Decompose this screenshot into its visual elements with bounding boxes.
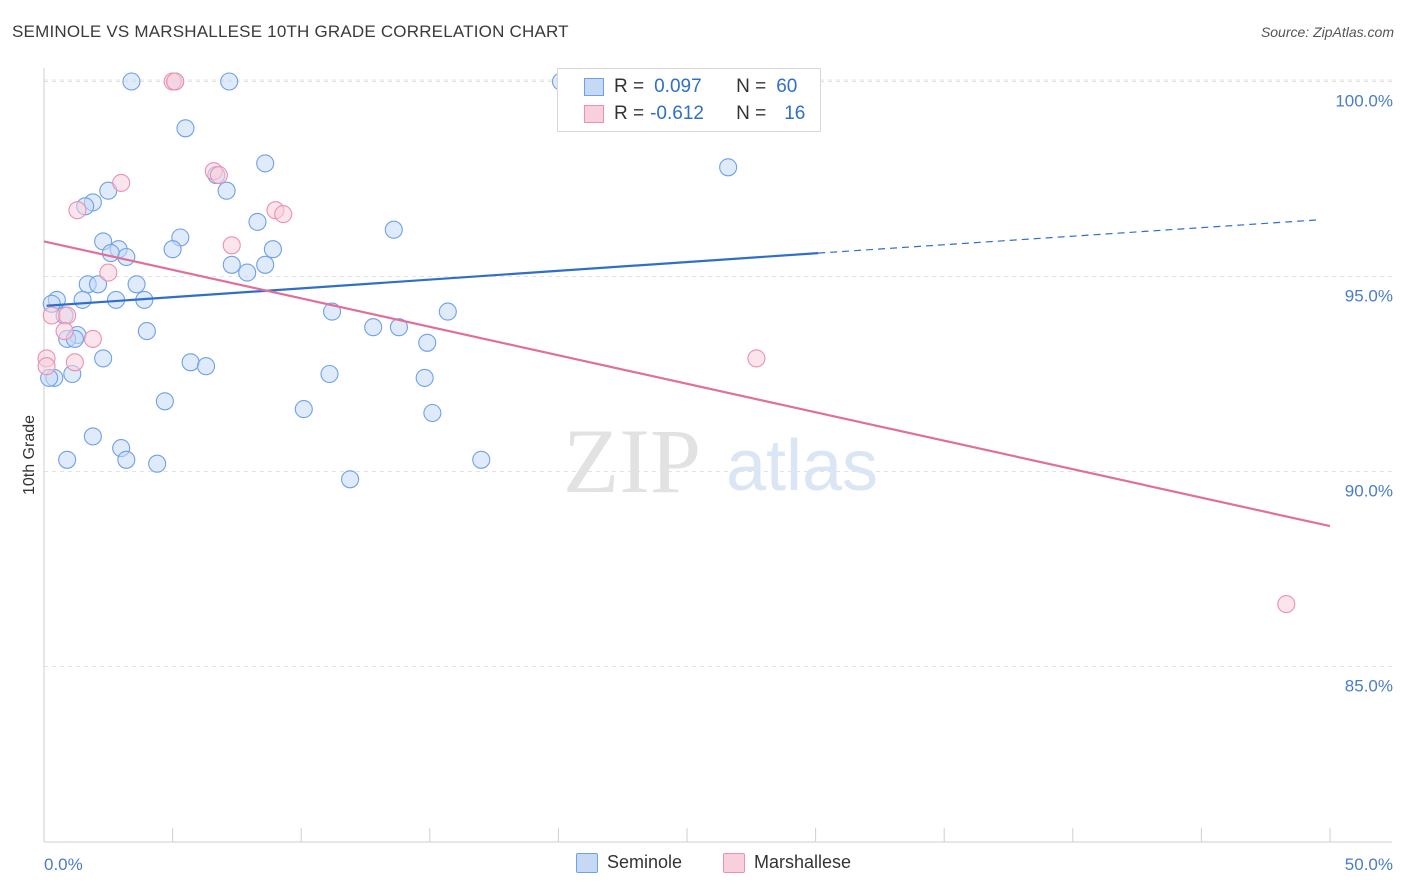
legend-r-value: 0.097 <box>654 76 702 97</box>
y-tick-label: 90.0% <box>1345 482 1393 501</box>
point-seminole <box>389 318 408 337</box>
data-points <box>37 72 1296 614</box>
point-seminole <box>263 240 282 259</box>
point-marshallese <box>55 322 74 341</box>
axes <box>43 68 1392 843</box>
point-marshallese <box>1277 595 1296 614</box>
point-seminole <box>117 450 136 469</box>
point-marshallese <box>68 201 87 220</box>
legend-row-seminole: R = 0.097 N = 60 <box>584 74 797 100</box>
grid-lines <box>44 79 1392 667</box>
legend-n-label: N = <box>736 76 767 97</box>
point-seminole <box>341 470 360 489</box>
point-seminole <box>364 318 383 337</box>
point-marshallese <box>65 353 84 372</box>
point-seminole <box>122 72 141 91</box>
point-seminole <box>73 290 92 309</box>
point-seminole <box>196 357 216 376</box>
y-tick-label: 100.0% <box>1335 92 1393 111</box>
point-seminole <box>181 353 200 372</box>
legend-n-label: N = <box>736 103 767 124</box>
point-seminole <box>719 158 738 177</box>
y-tick-label: 85.0% <box>1345 677 1393 696</box>
point-marshallese <box>222 236 241 255</box>
point-seminole <box>58 450 77 469</box>
point-seminole <box>256 154 275 173</box>
point-seminole <box>127 275 146 294</box>
series-legend: Seminole Marshallese <box>0 852 1406 876</box>
trend-lines <box>43 219 1331 528</box>
y-tick-label: 95.0% <box>1345 287 1393 306</box>
point-seminole <box>415 368 434 387</box>
x-tick-label: 50.0% <box>1345 855 1393 874</box>
point-seminole <box>163 240 182 259</box>
point-marshallese <box>37 357 56 376</box>
point-marshallese <box>747 349 766 368</box>
point-seminole <box>148 454 167 473</box>
point-seminole <box>418 333 437 352</box>
point-seminole <box>222 255 241 274</box>
point-seminole <box>117 247 136 267</box>
legend-label-marshallese: Marshallese <box>754 852 852 872</box>
point-marshallese <box>209 166 228 185</box>
point-marshallese <box>42 306 61 325</box>
chart-title: SEMINOLE VS MARSHALLESE 10TH GRADE CORRE… <box>12 22 569 41</box>
point-marshallese <box>166 72 185 91</box>
point-seminole <box>88 275 108 294</box>
legend-n-value: 16 <box>784 103 806 124</box>
y-axis-title: 10th Grade <box>21 415 38 495</box>
point-seminole <box>94 349 113 368</box>
point-seminole <box>294 400 313 419</box>
legend-r-label: R = <box>614 103 645 124</box>
point-seminole <box>137 322 156 341</box>
point-marshallese <box>83 329 102 348</box>
trend-line-seminole <box>46 252 819 307</box>
point-seminole <box>320 364 339 384</box>
legend-n-value: 60 <box>776 76 798 97</box>
legend-label-seminole: Seminole <box>607 852 683 872</box>
point-seminole <box>384 220 403 239</box>
trend-line-marshallese <box>43 240 1331 528</box>
point-marshallese <box>274 205 293 224</box>
point-seminole <box>217 181 236 200</box>
point-marshallese <box>99 263 118 282</box>
point-seminole <box>323 302 342 321</box>
point-seminole <box>423 403 442 423</box>
legend-swatch-marshallese <box>584 105 604 123</box>
watermark-zip: ZIP <box>563 410 701 512</box>
point-seminole <box>176 119 195 138</box>
legend-item-marshallese[interactable]: Marshallese <box>723 852 851 873</box>
x-tick-label: 0.0% <box>44 855 83 874</box>
point-seminole <box>472 450 491 469</box>
stats-legend: R = 0.097 N = 60 R = -0.612 N = 16 <box>557 68 821 132</box>
point-marshallese <box>58 306 77 325</box>
point-seminole <box>101 244 120 263</box>
point-seminole <box>83 427 102 446</box>
point-seminole <box>438 302 457 321</box>
axis-labels: 85.0% 90.0% 95.0% 100.0% 0.0% 50.0% 10th Grade <box>21 92 1393 875</box>
legend-item-seminole[interactable]: Seminole <box>576 852 682 873</box>
point-seminole <box>220 72 239 91</box>
point-marshallese <box>112 173 131 192</box>
point-seminole <box>155 392 174 411</box>
watermark-atlas: atlas <box>726 426 878 506</box>
trend-extension-seminole <box>818 219 1318 254</box>
legend-row-marshallese: R = -0.612 N = 16 <box>584 101 805 127</box>
source-note: Source: ZipAtlas.com <box>1260 24 1394 40</box>
point-seminole <box>238 263 257 282</box>
legend-swatch-seminole <box>576 852 598 873</box>
point-seminole <box>256 255 275 274</box>
point-seminole <box>248 212 267 231</box>
legend-swatch-marshallese <box>723 852 745 873</box>
watermark: ZIP atlas <box>563 410 878 512</box>
legend-r-value: -0.612 <box>650 103 704 124</box>
legend-r-label: R = <box>614 76 645 97</box>
legend-swatch-seminole <box>584 78 604 96</box>
